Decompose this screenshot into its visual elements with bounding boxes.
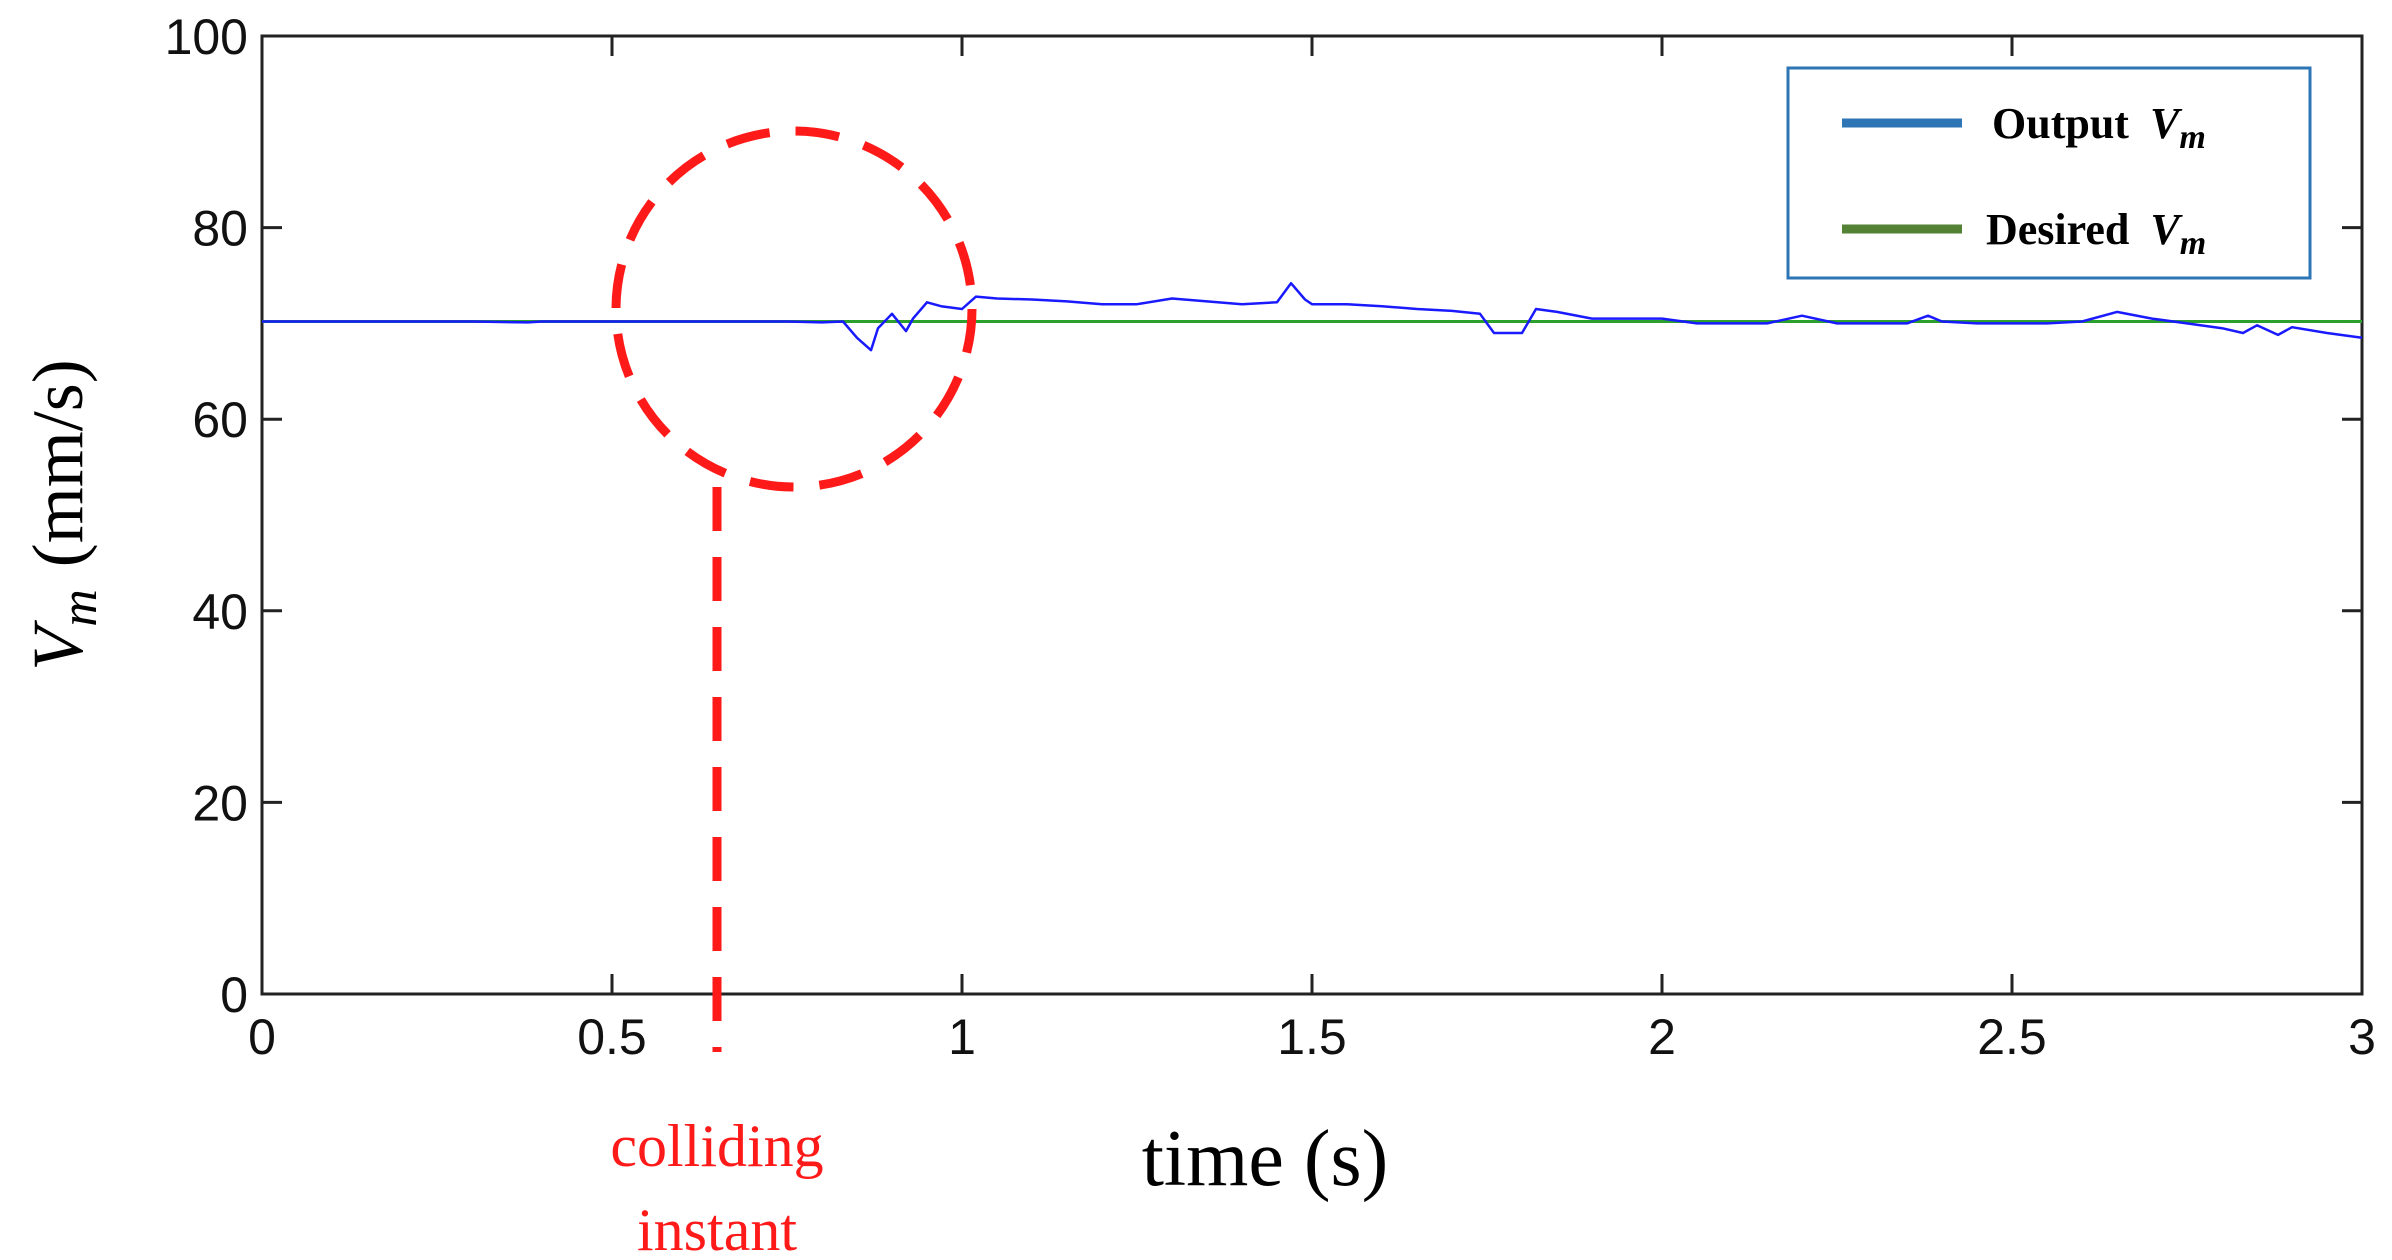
y-tick-label: 0 [220,967,248,1023]
annotation-label: instant [637,1197,797,1260]
x-tick-label: 0.5 [577,1009,647,1065]
x-tick-label: 1.5 [1277,1009,1347,1065]
y-tick-label: 100 [165,9,248,65]
y-tick-label: 80 [192,201,248,257]
annotation-layer: colliding instant [610,126,977,1260]
y-tick-label: 60 [192,392,248,448]
x-tick-label: 2 [1648,1009,1676,1065]
legend-box [1786,66,2312,280]
y-axis-title: Vm(mm/s) [18,359,108,671]
legend-label-output: Output Vm [1992,99,2206,156]
x-axis-title: time (s) [1142,1115,1389,1203]
x-tick-label: 1 [948,1009,976,1065]
y-tick-label: 20 [192,775,248,831]
legend-label-desired: Desired Vm [1986,205,2206,262]
series-line-output [262,281,2363,352]
series-layer [262,281,2363,352]
x-tick-label: 2.5 [1977,1009,2047,1065]
x-tick-label: 0 [248,1009,276,1065]
x-tick-label: 3 [2348,1009,2376,1065]
y-tick-label: 40 [192,584,248,640]
svg-text:Vm(mm/s): Vm(mm/s) [18,359,108,671]
axis-ticks: 0 0.5 1 1.5 2 2.5 3 0 20 40 60 80 100 [165,9,2376,1065]
annotation-circle [611,126,977,492]
legend: Output Vm Desired Vm [1786,66,2312,280]
annotation-label: colliding [610,1113,823,1179]
